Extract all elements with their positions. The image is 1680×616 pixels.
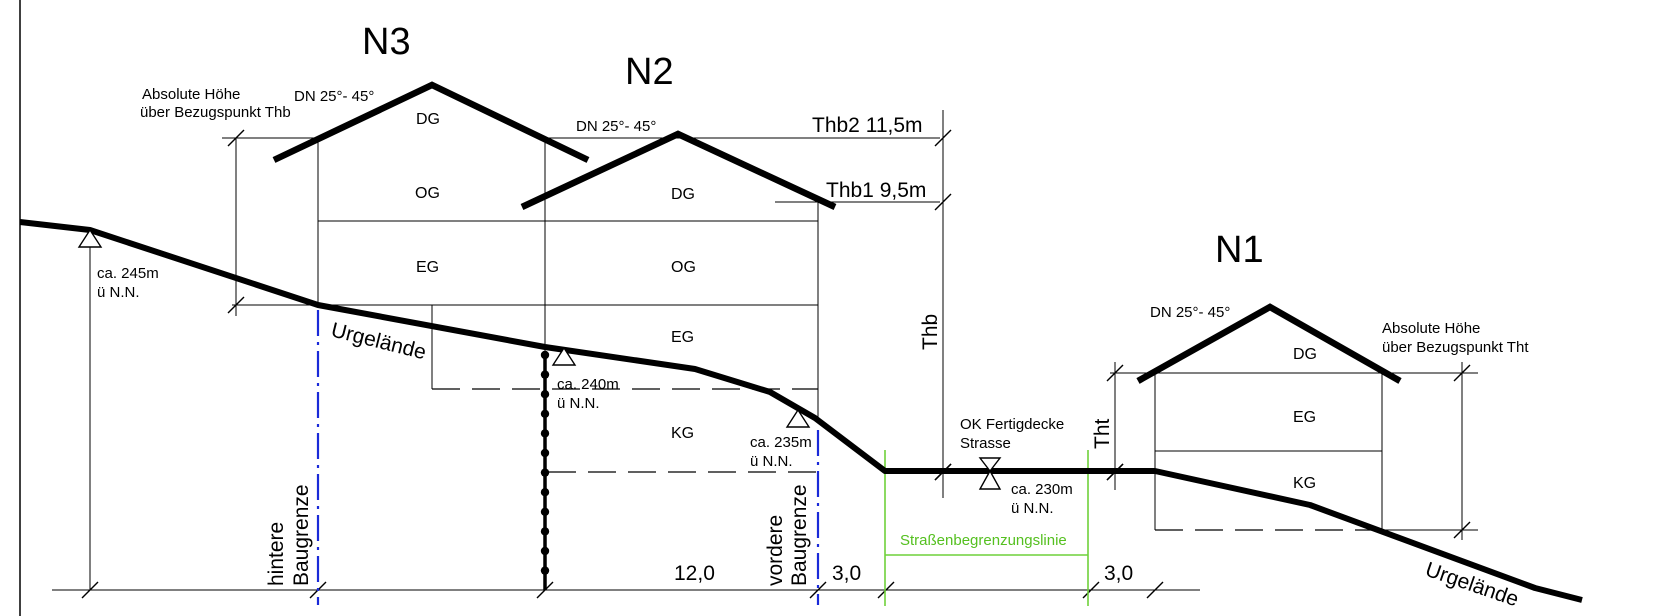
dimension-12: 12,0 — [674, 562, 715, 585]
height-thb1: Thb1 9,5m — [826, 179, 926, 202]
n1-floor-dg: DG — [1293, 346, 1317, 363]
dimension-thb-right — [934, 110, 952, 498]
roof-pitch-n1: DN 25°- 45° — [1150, 304, 1230, 321]
front-boundary-line1: vordere — [764, 515, 787, 586]
n3-floor-dg: DG — [416, 111, 440, 128]
elevation-245-line2: ü N.N. — [97, 284, 140, 301]
height-thb: Thb — [919, 314, 942, 350]
elevation-235-line2: ü N.N. — [750, 453, 793, 470]
dimension-3-left: 3,0 — [832, 562, 861, 585]
plot-boundary-dot — [540, 468, 550, 477]
elevation-marker-245 — [77, 228, 103, 248]
elevation-marker-230 — [978, 457, 1002, 490]
rear-boundary-line2: Baugrenze — [290, 484, 313, 586]
height-thb2: Thb2 11,5m — [812, 114, 923, 137]
n2-floor-dg: DG — [671, 186, 695, 203]
height-tht: Tht — [1091, 418, 1114, 449]
plot-boundary-dot — [540, 390, 550, 399]
house-n1-label: N1 — [1215, 229, 1264, 271]
plot-boundary-dotted — [540, 350, 550, 590]
n1-floor-eg: EG — [1293, 409, 1316, 426]
n1-floor-kg: KG — [1293, 475, 1316, 492]
n2-floor-eg: EG — [671, 329, 694, 346]
elevation-230-line2: ü N.N. — [1011, 500, 1054, 517]
elevation-marker-235 — [785, 408, 811, 428]
street-boundary-line — [884, 450, 1089, 606]
bottom-dimension-line — [52, 581, 1200, 599]
elevation-240-line2: ü N.N. — [557, 395, 600, 412]
terrain-line — [19, 219, 1583, 603]
rear-boundary-line1: hintere — [265, 522, 288, 586]
n2-floor-kg: KG — [671, 425, 694, 442]
dimension-3-right: 3,0 — [1104, 562, 1133, 585]
road-note-line2: Strasse — [960, 435, 1011, 452]
roof-n2 — [520, 130, 837, 210]
house-n2-label: N2 — [625, 51, 674, 93]
plot-boundary-dot — [540, 350, 550, 360]
roof-n3 — [272, 81, 590, 163]
elevation-245-line1: ca. 245m — [97, 265, 159, 282]
abs-height-tht-line1: Absolute Höhe — [1382, 320, 1480, 337]
roof-pitch-n2: DN 25°- 45° — [576, 118, 656, 135]
street-boundary-label: Straßenbegrenzungslinie — [900, 532, 1067, 549]
plot-boundary-dot — [540, 370, 550, 379]
roof-pitch-n3: DN 25°- 45° — [294, 88, 374, 105]
n3-floor-eg: EG — [416, 259, 439, 276]
elevation-235-line1: ca. 235m — [750, 434, 812, 451]
house-n1-outline — [1110, 372, 1478, 531]
abs-height-thb-line1: Absolute Höhe — [142, 86, 240, 103]
plot-boundary-dot — [540, 527, 550, 536]
plot-boundary-dot — [540, 409, 550, 418]
abs-height-tht-line2: über Bezugspunkt Tht — [1382, 339, 1529, 356]
front-boundary-line2: Baugrenze — [788, 484, 811, 586]
plot-boundary-dot — [540, 507, 550, 516]
abs-height-thb-line2: über Bezugspunkt Thb — [140, 104, 291, 121]
n3-floor-og: OG — [415, 185, 440, 202]
plot-boundary-dot — [540, 546, 550, 556]
plot-boundary-dot — [540, 429, 550, 438]
road-note-line1: OK Fertigdecke — [960, 416, 1064, 433]
elevation-230-line1: ca. 230m — [1011, 481, 1073, 498]
plot-boundary-dot — [540, 566, 550, 575]
plot-boundary-dot — [540, 488, 550, 497]
house-n3-outline — [317, 138, 545, 305]
dimension-thb-left — [222, 129, 318, 316]
elevation-marker-240 — [551, 346, 577, 366]
house-n3-label: N3 — [362, 21, 411, 63]
elevation-240-line1: ca. 240m — [557, 376, 619, 393]
n2-floor-og: OG — [671, 259, 696, 276]
roof-n1 — [1136, 303, 1402, 384]
plot-boundary-dot — [540, 448, 550, 458]
dimension-tht — [1106, 362, 1471, 540]
